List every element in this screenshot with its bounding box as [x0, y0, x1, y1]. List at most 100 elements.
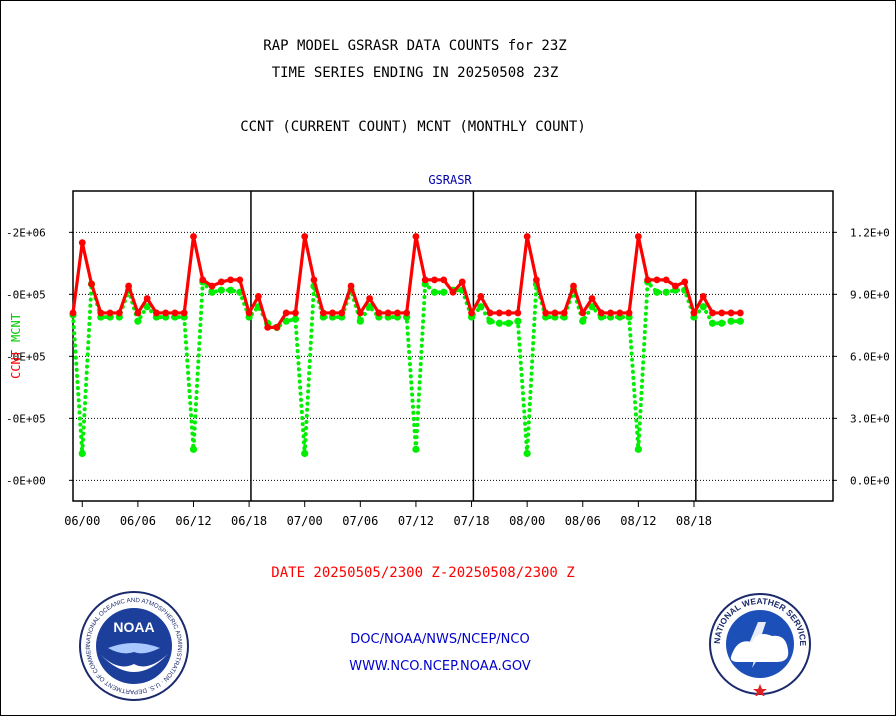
point-ccnt-8: [143, 295, 151, 302]
y-right-tick-label-3: 9.0E+0: [850, 288, 890, 301]
point-ccnt-22: [273, 324, 281, 331]
point-ccnt-67: [690, 309, 698, 317]
x-tick-label-10: 08/12: [620, 514, 656, 528]
point-mcnt-69: [708, 319, 717, 327]
org-link[interactable]: DOC/NOAA/NWS/NCEP/NCO: [350, 632, 530, 647]
point-ccnt-20: [254, 293, 262, 300]
point-ccnt-19: [245, 309, 253, 317]
point-ccnt-46: [495, 309, 503, 317]
point-mcnt-68: [699, 303, 707, 311]
point-ccnt-45: [486, 309, 494, 317]
point-mcnt-7: [134, 317, 142, 325]
x-tick-label-4: 07/00: [287, 514, 323, 528]
point-ccnt-33: [375, 309, 383, 317]
x-tick-label-6: 07/12: [398, 514, 434, 528]
point-ccnt-21: [264, 324, 272, 331]
point-mcnt-49: [523, 449, 531, 458]
point-ccnt-15: [208, 282, 216, 290]
point-mcnt-71: [727, 317, 735, 325]
point-ccnt-25: [301, 233, 309, 240]
point-mcnt-25: [301, 449, 309, 458]
point-ccnt-44: [477, 293, 485, 300]
y-left-tick-label-0: -0E+00: [6, 474, 46, 487]
point-ccnt-43: [468, 309, 475, 317]
series-ccnt: [69, 233, 744, 331]
point-ccnt-24: [292, 309, 299, 317]
point-mcnt-56: [588, 303, 596, 311]
day-separators: [250, 191, 697, 501]
point-ccnt-13: [190, 233, 197, 240]
x-tick-label-0: 06/00: [64, 514, 100, 528]
point-ccnt-39: [431, 276, 438, 284]
point-mcnt-13: [189, 445, 198, 453]
point-ccnt-30: [347, 282, 355, 290]
point-mcnt-63: [653, 288, 661, 296]
x-tick-label-3: 06/18: [231, 514, 267, 528]
point-mcnt-8: [143, 303, 151, 311]
point-ccnt-50: [533, 276, 540, 284]
point-ccnt-14: [199, 276, 207, 284]
point-ccnt-66: [681, 278, 689, 286]
point-mcnt-31: [356, 317, 364, 325]
point-mcnt-46: [495, 319, 503, 327]
point-ccnt-9: [153, 309, 160, 317]
y-left-tick-label-4: -2E+06: [6, 226, 46, 239]
point-ccnt-31: [356, 309, 364, 317]
point-ccnt-56: [588, 295, 596, 302]
y-axis-right: 0.0E+0 3.0E+0 6.0E+0 9.0E+0 1.2E+0: [833, 226, 890, 487]
point-ccnt-17: [227, 276, 234, 284]
y-axis-label-text: CCNT MCNT: [9, 313, 23, 379]
point-ccnt-38: [421, 276, 429, 284]
point-ccnt-18: [236, 276, 244, 284]
point-ccnt-61: [634, 233, 642, 240]
x-tick-label-9: 08/06: [565, 514, 601, 528]
point-ccnt-37: [412, 233, 420, 240]
point-ccnt-57: [597, 309, 605, 317]
point-mcnt-44: [477, 303, 485, 311]
point-mcnt-17: [226, 286, 235, 294]
x-tick-label-11: 08/18: [676, 514, 712, 528]
point-ccnt-59: [616, 309, 624, 317]
title-line-3: CCNT (CURRENT COUNT) MCNT (MONTHLY COUNT…: [240, 119, 586, 135]
url-link[interactable]: WWW.NCO.NCEP.NOAA.GOV: [349, 659, 531, 674]
point-ccnt-12: [180, 309, 188, 317]
point-mcnt-48: [514, 317, 522, 325]
point-ccnt-51: [542, 309, 550, 317]
title-line-1: RAP MODEL GSRASR DATA COUNTS for 23Z: [263, 38, 567, 54]
point-ccnt-65: [672, 282, 679, 290]
y-left-tick-label-1: -0E+05: [6, 412, 46, 425]
point-ccnt-69: [709, 309, 716, 317]
point-mcnt-45: [486, 317, 494, 325]
point-mcnt-23: [282, 317, 290, 325]
point-ccnt-42: [458, 278, 466, 286]
point-ccnt-62: [644, 276, 652, 284]
point-mcnt-70: [718, 319, 726, 327]
point-mcnt-32: [365, 303, 374, 311]
point-ccnt-4: [106, 309, 114, 317]
point-ccnt-10: [162, 309, 170, 317]
point-ccnt-52: [551, 309, 559, 317]
x-tick-label-1: 06/06: [120, 514, 156, 528]
date-range: DATE 20250505/2300 Z-20250508/2300 Z: [271, 565, 575, 581]
point-ccnt-28: [329, 309, 336, 317]
point-mcnt-39: [430, 288, 439, 296]
point-ccnt-71: [727, 309, 735, 317]
point-ccnt-48: [514, 309, 522, 317]
point-ccnt-1: [78, 239, 86, 247]
point-ccnt-54: [570, 282, 577, 290]
y-axis-label-ccnt: CCNT: [9, 350, 23, 379]
y-right-tick-label-0: 0.0E+0: [850, 474, 890, 487]
point-mcnt-15: [208, 288, 216, 296]
point-ccnt-49: [523, 233, 531, 240]
point-ccnt-34: [384, 309, 392, 317]
point-mcnt-37: [412, 445, 420, 453]
point-ccnt-41: [449, 288, 457, 296]
noaa-logo: NOAA NATIONAL OCEANIC AND ATMOSPHERIC AD…: [78, 590, 189, 701]
point-ccnt-7: [134, 309, 142, 317]
point-ccnt-64: [662, 276, 670, 284]
point-mcnt-40: [440, 288, 448, 296]
point-mcnt-1: [78, 449, 86, 458]
point-ccnt-35: [393, 309, 401, 317]
point-ccnt-2: [88, 280, 95, 288]
point-mcnt-64: [662, 288, 670, 296]
